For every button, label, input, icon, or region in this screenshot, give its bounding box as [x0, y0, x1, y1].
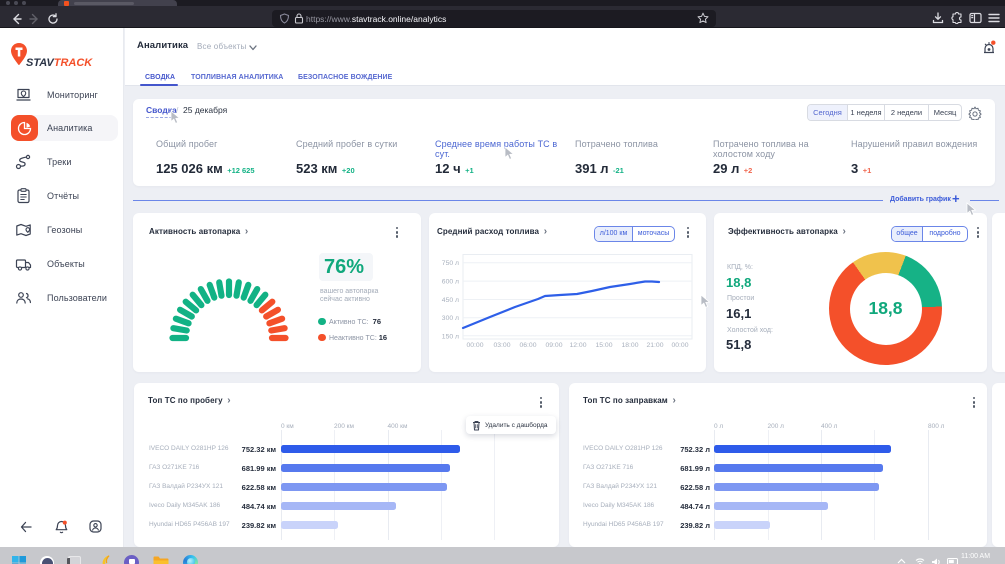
svg-text:00:00: 00:00	[466, 342, 483, 349]
svg-text:09:00: 09:00	[545, 342, 562, 349]
svg-text:03:00: 03:00	[493, 342, 510, 349]
svg-text:12:00: 12:00	[569, 342, 586, 349]
svg-text:21:00: 21:00	[646, 342, 663, 349]
svg-text:15:00: 15:00	[595, 342, 612, 349]
svg-text:600 л: 600 л	[442, 279, 459, 286]
svg-text:00:00: 00:00	[671, 342, 688, 349]
svg-text:750 л: 750 л	[442, 260, 459, 267]
svg-text:150 л: 150 л	[442, 333, 459, 340]
svg-text:18:00: 18:00	[621, 342, 638, 349]
svg-text:450 л: 450 л	[442, 297, 459, 304]
svg-text:300 л: 300 л	[442, 315, 459, 322]
svg-text:06:00: 06:00	[519, 342, 536, 349]
